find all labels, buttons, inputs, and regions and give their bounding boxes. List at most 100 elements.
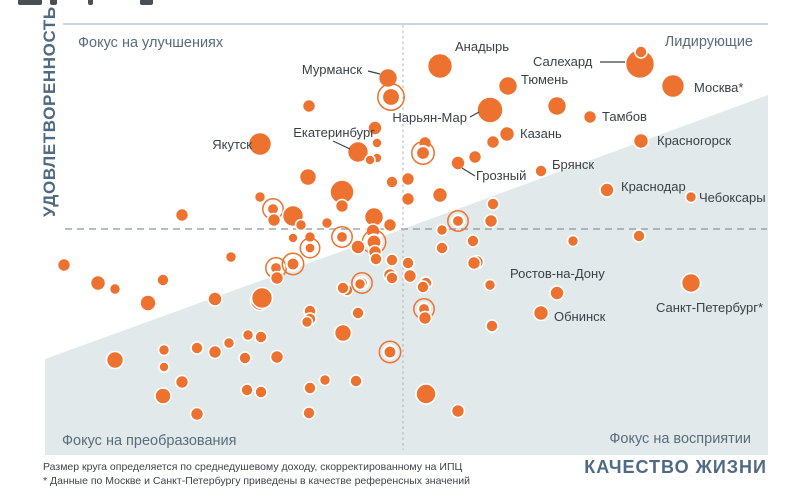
city-bubble	[467, 149, 483, 165]
city-bubble	[431, 186, 449, 204]
city-label: Санкт-Петербург*	[656, 300, 763, 315]
city-bubble	[402, 268, 418, 284]
quadrant-label-bottom-left: Фокус на преобразования	[62, 433, 237, 449]
city-bubble	[105, 350, 125, 370]
reference-footnote: * Данные по Москве и Санкт-Петербургу пр…	[43, 475, 471, 487]
city-label: Обнинск	[554, 309, 606, 324]
quadrant-label-top-left: Фокус на улучшениях	[78, 35, 224, 51]
city-bubble	[240, 383, 254, 397]
city-bubble	[483, 213, 499, 229]
city-bubble	[435, 223, 449, 237]
city-bubble	[303, 381, 317, 395]
text-descender-mark	[140, 0, 153, 5]
bubble-outer-ring	[377, 83, 405, 111]
city-bubble	[156, 273, 170, 287]
city-label-group: Мурманск Анадырь Салехард Тюмень Москва* Нарь…	[212, 39, 765, 324]
city-bubble	[566, 234, 580, 248]
city-label: Тамбов	[602, 109, 647, 124]
city-bubble	[416, 280, 430, 294]
city-bubble	[382, 217, 398, 233]
city-bubble	[476, 96, 504, 124]
city-bubble	[254, 385, 268, 399]
city-bubble	[417, 310, 433, 326]
text-descender-mark	[18, 0, 42, 5]
bubble-outer-ring	[411, 141, 435, 165]
city-bubble	[498, 125, 516, 143]
city-bubble	[385, 253, 399, 267]
city-bubble	[632, 132, 650, 150]
city-label: Мурманск	[302, 62, 362, 77]
city-bubble	[371, 137, 383, 149]
city-bubble	[318, 373, 332, 387]
city-bubble-ringed	[334, 229, 350, 245]
city-bubble	[250, 286, 274, 310]
city-bubble	[466, 255, 482, 271]
city-bubble	[497, 75, 519, 97]
city-callout-line	[469, 111, 480, 118]
city-bubble	[400, 171, 416, 187]
city-label: Якутск	[212, 137, 252, 152]
city-bubble-ringed	[414, 144, 432, 162]
city-bubble	[269, 270, 285, 286]
city-bubble	[351, 306, 365, 320]
city-label: Чебоксары	[699, 190, 766, 205]
quadrant-label-bottom-right: Фокус на восприятии	[609, 431, 751, 447]
city-bubble	[189, 406, 205, 422]
city-bubble	[190, 341, 204, 355]
city-bubble	[294, 218, 308, 232]
city-bubble	[367, 120, 383, 136]
city-bubble	[241, 328, 255, 342]
city-bubble	[483, 278, 497, 292]
bubble-outer-ring	[331, 226, 353, 248]
callout-line-group	[332, 61, 625, 177]
city-label: Анадырь	[455, 39, 509, 54]
bubble-outer-ring	[447, 210, 469, 232]
city-bubble	[302, 406, 316, 420]
city-label: Казань	[520, 126, 562, 141]
bubble-group	[56, 45, 702, 422]
city-bubble	[634, 45, 648, 59]
city-bubble	[485, 134, 501, 150]
city-bubble	[154, 387, 172, 405]
city-callout-line	[367, 70, 381, 75]
text-descender-mark	[88, 0, 93, 5]
city-label: Тюмень	[521, 72, 568, 87]
city-bubble	[253, 190, 267, 204]
city-bubble	[174, 374, 190, 390]
text-descender-mark	[50, 0, 57, 5]
city-label: Нарьян-Мар	[392, 110, 467, 125]
city-bubble	[298, 167, 318, 187]
city-bubble	[534, 164, 548, 178]
city-bubble	[89, 274, 107, 292]
bubble-size-note: Размер круга определяется по среднедушев…	[43, 461, 463, 473]
quadrant-label-top-right: Лидирующие	[665, 34, 753, 50]
city-bubble	[269, 349, 285, 365]
city-bubble	[353, 277, 367, 291]
bubble-outer-ring	[351, 272, 373, 294]
city-bubble	[139, 294, 157, 312]
city-bubble	[334, 198, 350, 214]
city-bubble	[466, 234, 480, 248]
city-bubble-ringed	[380, 86, 402, 108]
bubble-outer-ring	[299, 237, 321, 259]
city-bubble	[254, 330, 268, 344]
city-bubble	[385, 271, 399, 285]
city-bubble	[320, 216, 334, 230]
city-label: Брянск	[552, 157, 594, 172]
city-bubble	[632, 229, 646, 243]
city-bubble	[401, 256, 415, 270]
x-axis-label: КАЧЕСТВО ЖИЗНИ	[584, 457, 767, 477]
city-bubble	[108, 282, 122, 296]
city-bubble	[174, 207, 190, 223]
city-bubble	[435, 241, 449, 255]
city-callout-line	[461, 167, 476, 177]
city-bubble	[364, 154, 376, 166]
city-bubble	[336, 281, 350, 295]
city-bubble	[546, 95, 568, 117]
bubble-outer-ring	[378, 340, 402, 364]
city-label: Грозный	[476, 168, 526, 183]
city-bubble	[238, 351, 252, 365]
city-bubble	[224, 250, 238, 264]
